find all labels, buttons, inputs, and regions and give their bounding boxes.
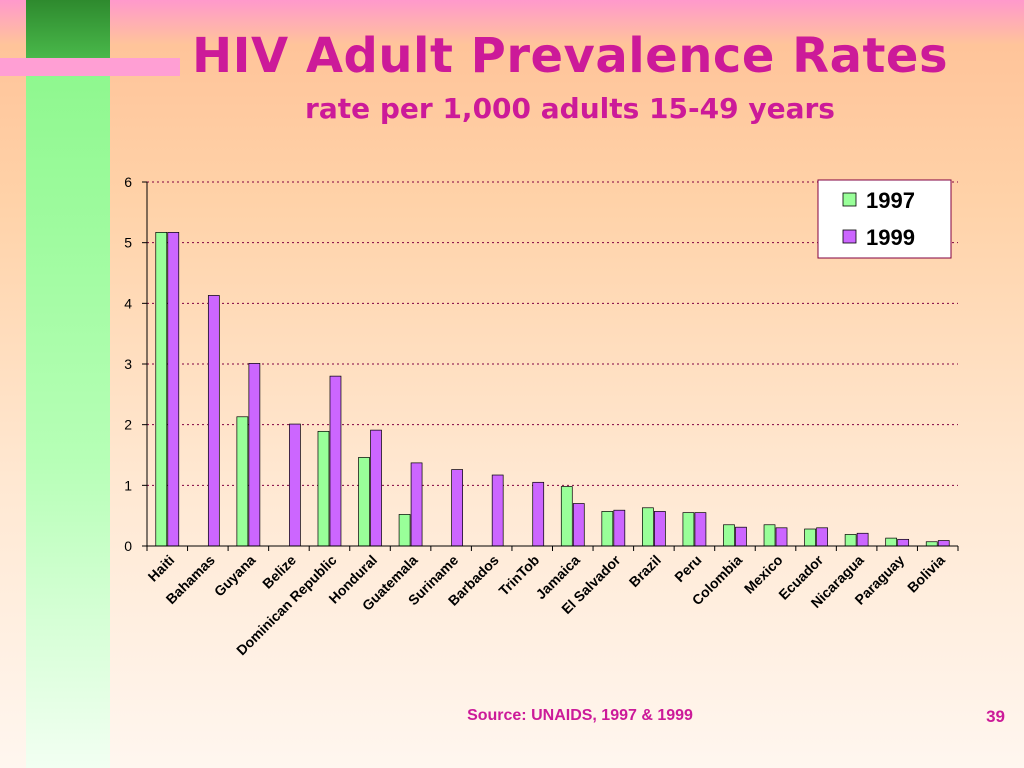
bar-1997-guatemala xyxy=(398,514,411,547)
legend-swatch-1997 xyxy=(842,192,857,207)
bar-1999-el-salvador xyxy=(613,509,626,547)
y-tick-label: 1 xyxy=(124,477,132,493)
slide-number: 39 xyxy=(986,707,1005,726)
x-tick-label: Peru xyxy=(671,552,704,585)
bar-1999-haiti xyxy=(167,232,180,547)
bar-1997-dominican-republic xyxy=(317,430,330,547)
bar-1999-guyana xyxy=(248,363,261,547)
bar-1999-suriname xyxy=(451,469,463,547)
y-tick-label: 5 xyxy=(124,235,132,251)
bar-1999-nicaragua xyxy=(856,532,869,547)
bar-1999-colombia xyxy=(735,526,747,547)
bar-1999-barbados xyxy=(491,474,504,547)
legend-label-1997: 1997 xyxy=(866,188,915,213)
bar-1999-bahamas xyxy=(207,295,220,547)
bar-1999-paraguay xyxy=(897,538,910,547)
bar-1997-mexico xyxy=(763,524,776,547)
source-note: Source: UNAIDS, 1997 & 1999 xyxy=(467,707,693,724)
x-tick-label: Brazil xyxy=(626,552,664,590)
x-tick-label: Haiti xyxy=(145,552,178,585)
legend-box xyxy=(817,179,952,259)
bar-1997-ecuador xyxy=(804,528,816,547)
bar-1997-brazil xyxy=(642,507,654,547)
bar-1999-bolivia xyxy=(937,540,950,547)
bar-1997-hondural xyxy=(358,457,370,547)
y-tick-label: 2 xyxy=(124,417,132,433)
y-tick-label: 4 xyxy=(124,295,132,311)
legend-swatch-1999 xyxy=(842,229,857,244)
bar-1997-peru xyxy=(682,512,695,547)
decorative-green-block xyxy=(26,0,110,58)
bar-1999-hondural xyxy=(370,429,382,547)
bar-1997-jamaica xyxy=(560,486,573,547)
bar-1999-peru xyxy=(694,512,707,547)
x-tick-label: Bolivia xyxy=(904,552,948,596)
bar-1999-belize xyxy=(289,423,301,547)
slide-title: HIV Adult Prevalence Rates xyxy=(191,28,949,84)
y-tick-label: 3 xyxy=(124,356,132,372)
bar-1997-nicaragua xyxy=(844,534,857,547)
y-tick-label: 0 xyxy=(124,538,132,554)
x-tick-label: Guyana xyxy=(211,552,259,600)
bar-1999-trintob xyxy=(532,481,545,547)
slide-subtitle: rate per 1,000 adults 15-49 years xyxy=(305,92,835,125)
y-tick-label: 6 xyxy=(124,174,132,190)
bar-1999-ecuador xyxy=(816,527,828,547)
bar-1997-haiti xyxy=(155,232,168,547)
bar-1997-el-salvador xyxy=(601,511,614,547)
bar-1997-paraguay xyxy=(885,537,898,547)
bar-1999-dominican-republic xyxy=(329,375,342,547)
bar-1999-brazil xyxy=(654,511,666,547)
decorative-green-strip xyxy=(26,76,110,768)
bar-1999-mexico xyxy=(775,527,788,547)
bar-1999-guatemala xyxy=(410,462,423,547)
bar-1997-bolivia xyxy=(925,541,938,547)
legend-label-1999: 1999 xyxy=(866,225,915,250)
decorative-pink-band xyxy=(0,58,180,76)
bar-1997-guyana xyxy=(236,416,249,547)
bar-1999-jamaica xyxy=(572,503,585,547)
bar-1997-colombia xyxy=(723,524,735,547)
